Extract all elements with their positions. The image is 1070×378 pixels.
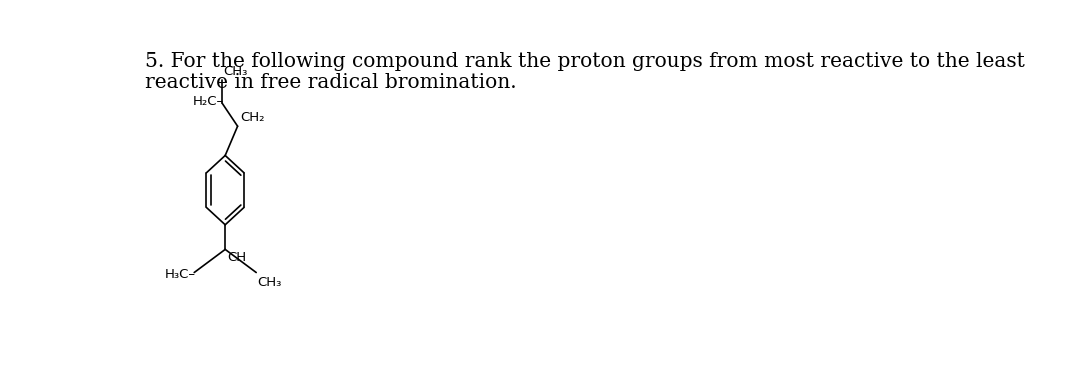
Text: H₃C–: H₃C– [165, 268, 196, 280]
Text: CH: CH [228, 251, 247, 264]
Text: reactive in free radical bromination.: reactive in free radical bromination. [144, 73, 516, 92]
Text: CH₃: CH₃ [224, 65, 248, 78]
Text: CH₂: CH₂ [240, 111, 264, 124]
Text: CH₃: CH₃ [258, 276, 282, 290]
Text: H₂C–: H₂C– [193, 95, 224, 108]
Text: 5. For the following compound rank the proton groups from most reactive to the l: 5. For the following compound rank the p… [144, 51, 1024, 71]
